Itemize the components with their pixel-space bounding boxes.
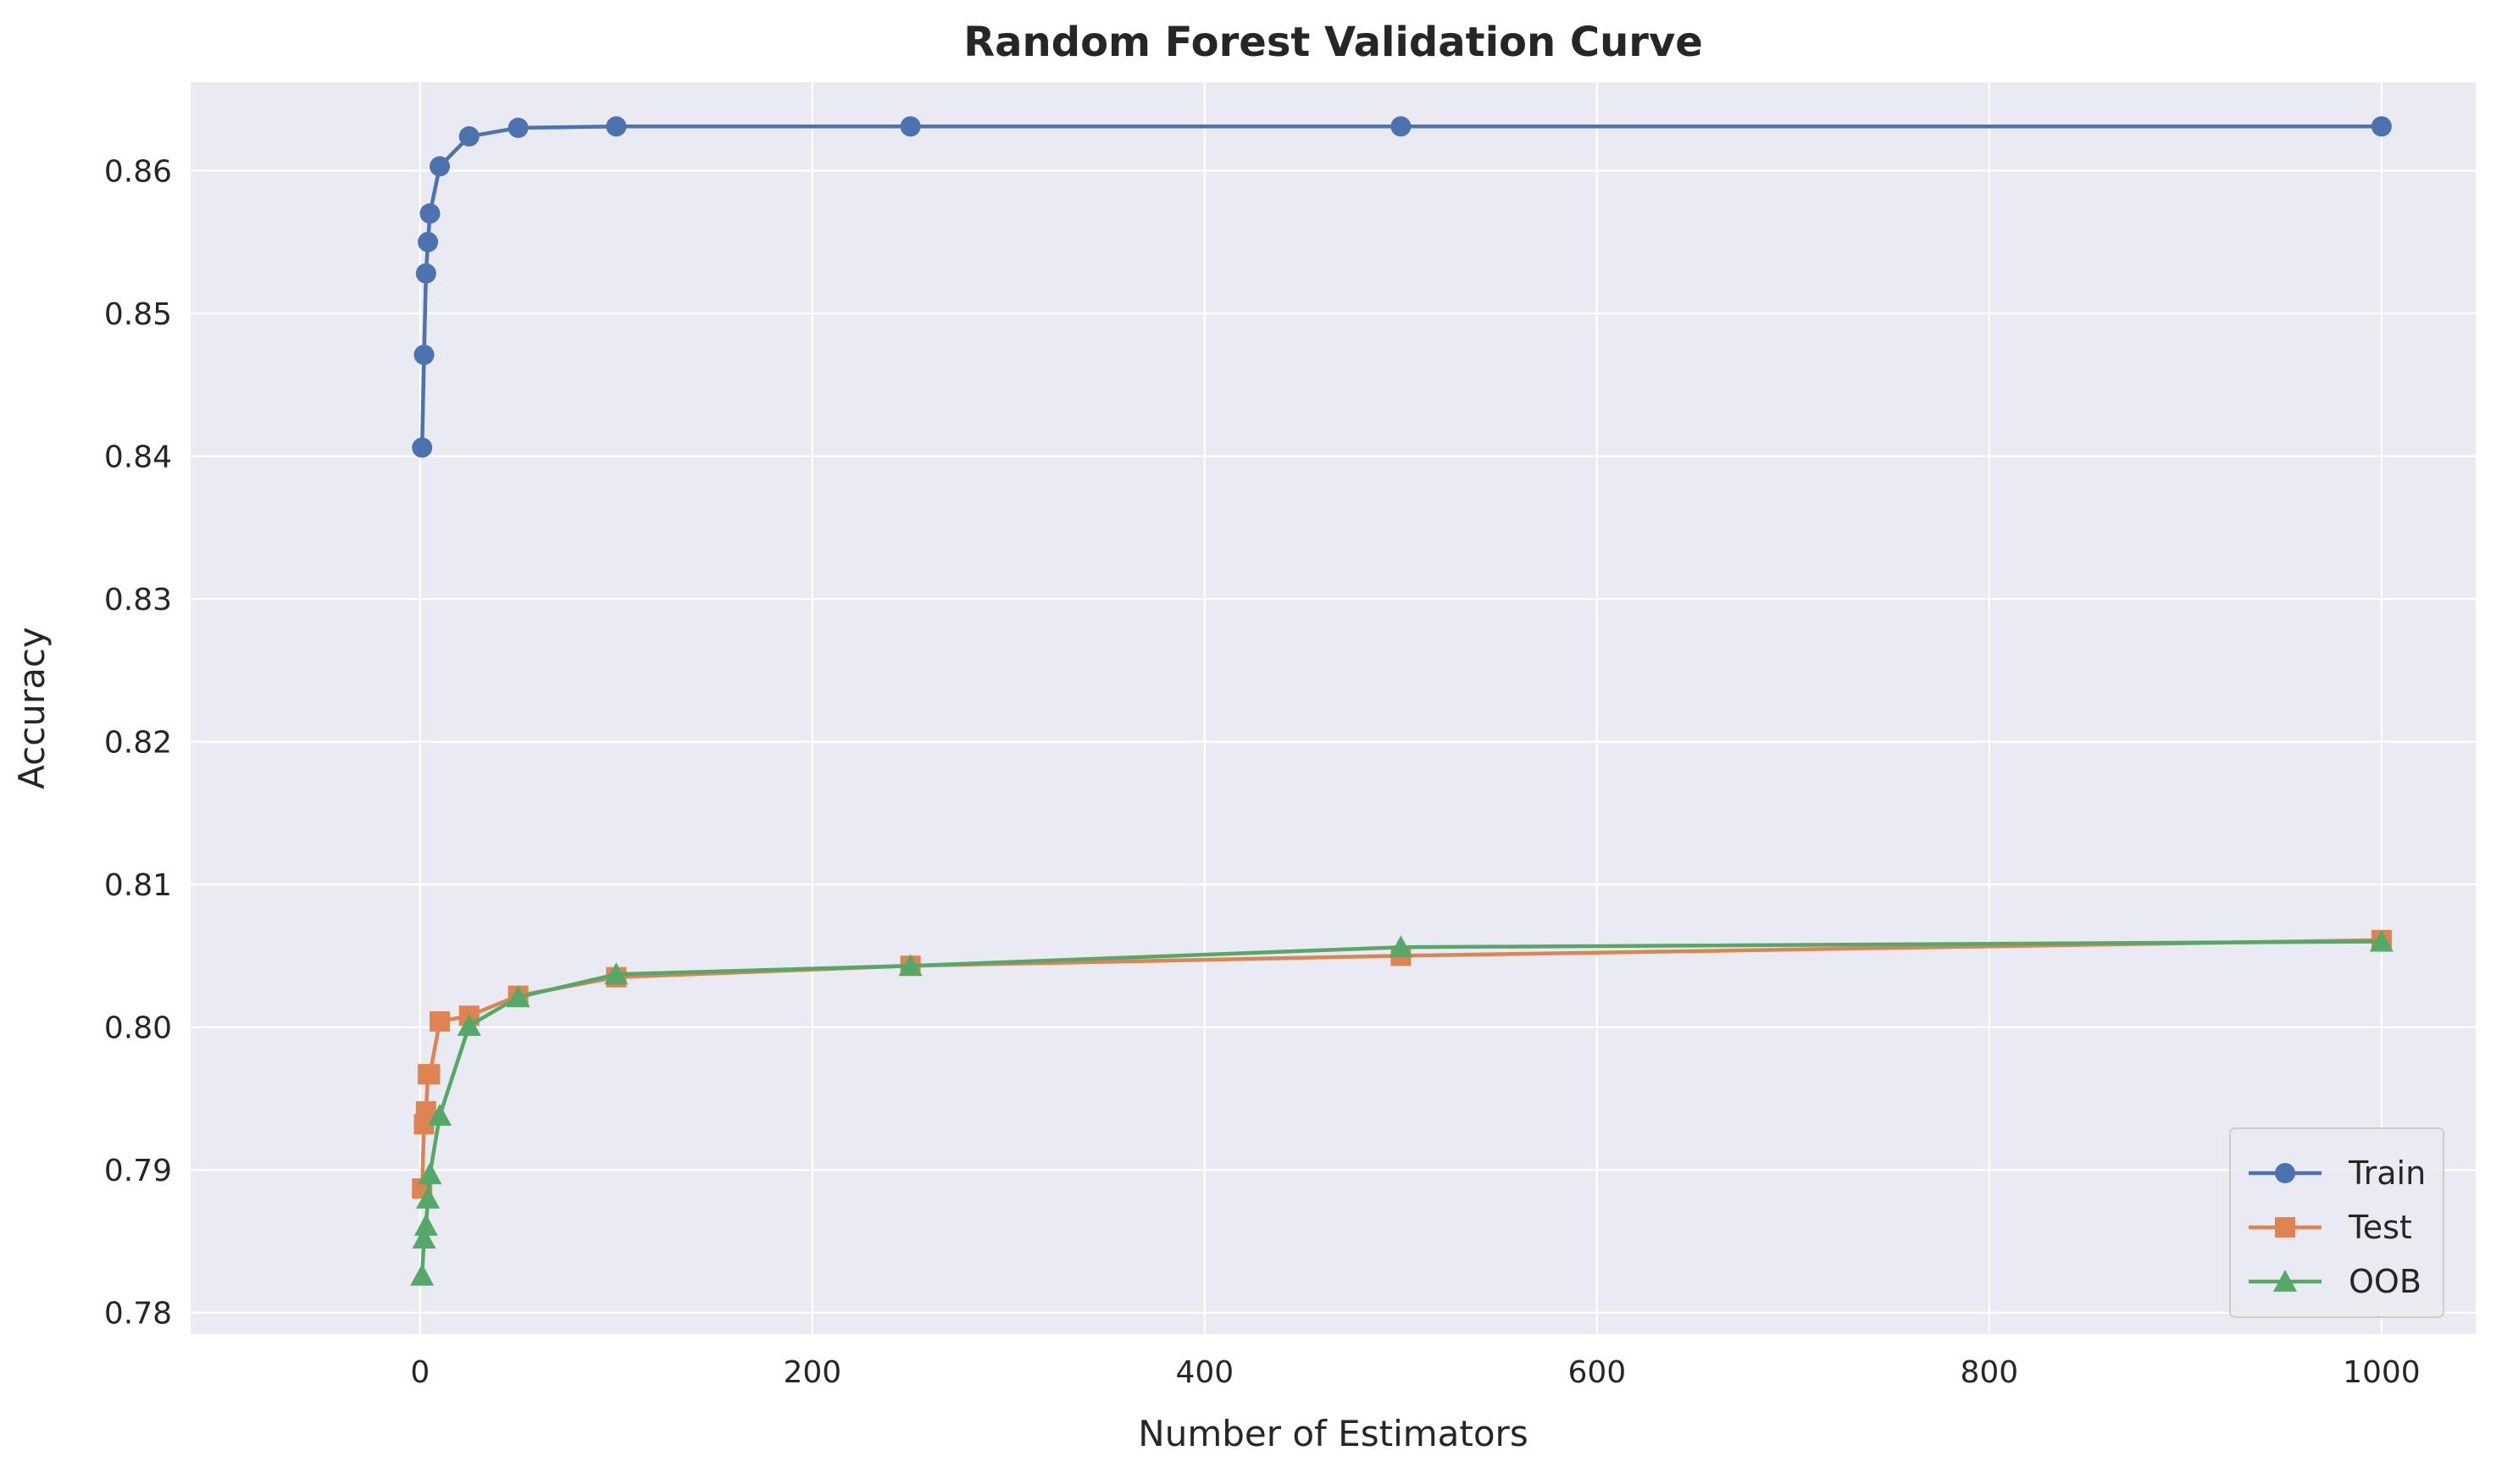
y-tick-label: 0.86	[104, 154, 172, 189]
data-point-train	[508, 117, 529, 138]
data-point-oob	[506, 985, 530, 1008]
legend-label: OOB	[2349, 1263, 2422, 1300]
data-point-test	[419, 1064, 441, 1085]
data-point-train	[419, 203, 441, 224]
y-tick-label: 0.81	[104, 868, 172, 903]
data-point-train	[418, 231, 439, 252]
data-point-test	[430, 1011, 451, 1032]
y-tick-label: 0.85	[104, 297, 172, 332]
data-point-oob	[457, 1013, 481, 1036]
data-point-train	[415, 263, 436, 284]
data-point-oob	[412, 1227, 436, 1249]
series-train	[412, 116, 2392, 458]
data-point-train	[606, 116, 627, 137]
data-point-oob	[418, 1162, 442, 1185]
data-point-oob	[2369, 929, 2394, 952]
y-tick-label: 0.78	[104, 1297, 172, 1332]
series-line-train	[419, 124, 2382, 448]
x-tick-label: 0	[410, 1355, 430, 1390]
data-point-oob	[898, 954, 923, 977]
y-tick-label: 0.79	[104, 1154, 172, 1188]
x-tick-label: 400	[1176, 1355, 1234, 1390]
data-point-oob	[410, 1263, 435, 1286]
y-tick-label: 0.84	[104, 440, 172, 475]
legend-items: Train Test OOB	[2249, 1155, 2426, 1300]
legend-item-test: Test	[2249, 1209, 2412, 1246]
y-tick-label: 0.83	[104, 583, 172, 617]
data-point-train	[413, 344, 435, 365]
data-point-train	[458, 126, 480, 147]
grid-lines	[191, 82, 2476, 1334]
x-tick-label: 600	[1568, 1355, 1627, 1390]
tick-labels: 0.78 0.79 0.80 0.81 0.82 0.83 0.84 0.85 0.86 0 200…	[104, 154, 2421, 1390]
plot-area	[191, 82, 2476, 1334]
x-tick-label: 800	[1961, 1355, 2019, 1390]
data-point-oob	[413, 1213, 438, 1236]
legend-marker-train	[2275, 1163, 2295, 1183]
data-point-train	[900, 116, 921, 137]
data-point-oob	[428, 1104, 452, 1127]
legend-marker-oob	[2273, 1270, 2297, 1292]
series-oob	[410, 929, 2394, 1286]
data-point-train	[430, 156, 451, 177]
x-tick-label: 200	[784, 1355, 842, 1390]
data-point-train	[2371, 116, 2392, 137]
legend-item-oob: OOB	[2249, 1263, 2422, 1300]
legend-label: Test	[2348, 1209, 2412, 1246]
data-point-oob	[604, 962, 629, 985]
legend-marker-test	[2275, 1217, 2295, 1238]
x-axis-label: Number of Estimators	[1138, 1413, 1528, 1454]
y-tick-label: 0.80	[104, 1011, 172, 1046]
chart-title: Random Forest Validation Curve	[963, 19, 1703, 66]
series-layer	[410, 116, 2394, 1286]
legend: Train Test OOB	[2229, 1127, 2444, 1318]
y-axis-label: Accuracy	[11, 627, 53, 789]
data-point-train	[1390, 116, 1412, 137]
data-point-train	[412, 437, 433, 458]
y-tick-label: 0.82	[104, 726, 172, 761]
legend-label: Train	[2348, 1155, 2426, 1192]
data-point-oob	[1389, 935, 1413, 958]
data-point-oob	[416, 1186, 441, 1209]
x-tick-label: 1000	[2343, 1355, 2421, 1390]
legend-item-train: Train	[2249, 1155, 2426, 1192]
